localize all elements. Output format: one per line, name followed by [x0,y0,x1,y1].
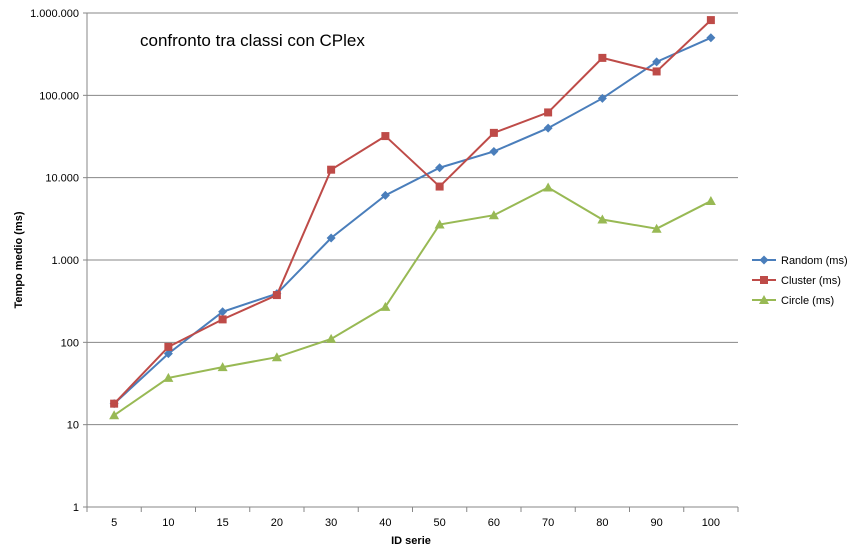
data-point [163,349,173,359]
x-tick-label: 60 [488,517,500,529]
y-tick-label: 1.000.000 [30,8,79,20]
y-tick-label: 100.000 [39,90,79,102]
legend-marker [759,255,769,265]
chart-title: confronto tra classi con CPlex [140,31,365,50]
data-point [163,372,174,382]
data-point [435,182,444,191]
series-line [113,186,712,417]
data-point [217,362,228,372]
legend-marker [759,295,769,304]
data-point [597,214,608,224]
x-tick-label: 20 [271,517,283,529]
legend-item: Circle (ms) [752,295,834,307]
data-point [489,146,499,156]
data-point [271,352,282,362]
data-point [218,307,228,317]
data-point [651,223,662,233]
series-group [109,16,716,420]
y-tick-label: 1 [73,502,79,514]
series-line [113,36,712,405]
x-tick-label: 100 [702,517,720,529]
x-tick-label: 40 [379,517,391,529]
data-point [381,132,390,141]
x-tick-label: 30 [325,517,337,529]
data-point [706,33,716,43]
data-point [272,291,281,300]
x-tick-label: 70 [542,517,554,529]
data-point [380,190,390,200]
x-tick-label: 15 [217,517,229,529]
data-point [326,333,337,343]
y-tick-label: 1.000 [51,255,79,267]
data-point [488,210,499,220]
y-tick-label: 10.000 [45,173,79,185]
data-point [326,233,336,243]
data-point [705,196,716,206]
data-point [543,182,554,192]
data-point [109,410,120,420]
x-tick-label: 5 [111,517,117,529]
x-tick-label: 50 [434,517,446,529]
series-2 [110,16,715,408]
data-point [652,67,661,76]
data-point [218,315,227,324]
series-3 [109,182,716,420]
x-tick-label: 80 [596,517,608,529]
legend-label: Cluster (ms) [781,275,841,287]
data-point [544,108,553,117]
gridlines [87,12,738,508]
data-point [598,53,607,62]
data-point [652,57,662,67]
data-point [435,163,445,173]
data-point [489,128,498,137]
legend: Random (ms) Cluster (ms) Circle (ms) [752,255,848,307]
series-1 [109,33,716,409]
data-point [706,16,715,25]
y-tick-label: 10 [67,420,79,432]
axes: 1 10 100 1.000 10.000 100.000 1.000.000 5 10 15 20… [30,8,739,529]
data-point [164,342,173,351]
y-axis-title: Tempo medio (ms) [13,211,25,308]
data-point [380,301,391,311]
x-tick-label: 10 [162,517,174,529]
legend-item: Random (ms) [752,255,848,267]
series-line [113,19,712,405]
data-point [327,165,336,174]
legend-marker [760,276,768,284]
legend-item: Cluster (ms) [752,275,841,287]
data-point [543,123,553,133]
legend-label: Circle (ms) [781,295,834,307]
data-point [434,219,445,229]
data-point [110,399,119,408]
legend-label: Random (ms) [781,255,848,267]
y-tick-label: 100 [61,337,79,349]
x-tick-label: 90 [651,517,663,529]
x-axis-title: ID serie [391,535,431,547]
data-point [597,93,607,103]
